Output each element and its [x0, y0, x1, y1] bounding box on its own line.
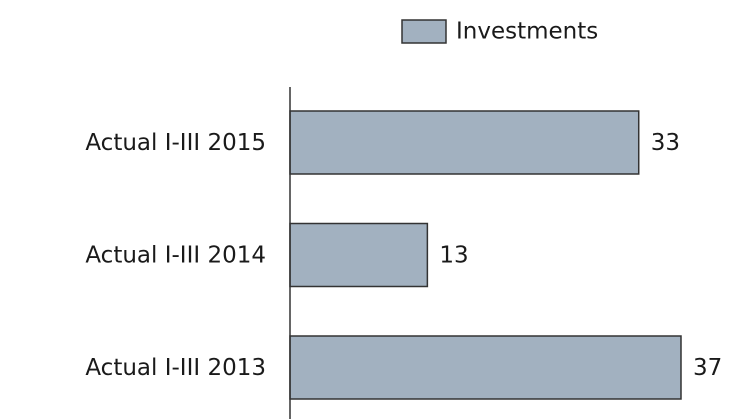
bar — [289, 222, 429, 288]
y-tick-label: Actual I-III 2015 — [85, 130, 266, 156]
value-label: 37 — [693, 355, 722, 381]
bar — [289, 110, 640, 175]
value-label: 33 — [651, 130, 680, 156]
y-tick-label: Actual I-III 2013 — [85, 355, 266, 381]
bar — [289, 335, 682, 400]
value-label: 13 — [439, 243, 468, 269]
y-tick-label: Actual I-III 2014 — [85, 243, 266, 269]
legend-swatch — [401, 19, 447, 44]
legend-label: Investments — [456, 19, 598, 45]
